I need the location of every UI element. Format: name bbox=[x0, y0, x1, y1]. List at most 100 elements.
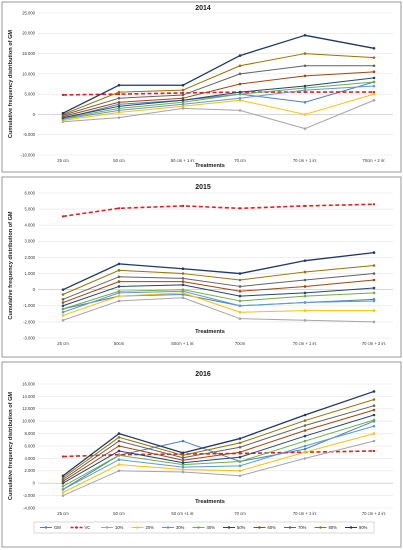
data-point bbox=[238, 96, 242, 100]
legend-label: 30% bbox=[176, 525, 185, 530]
data-point bbox=[61, 301, 65, 304]
data-point bbox=[372, 278, 376, 282]
data-point bbox=[372, 291, 376, 295]
data-point bbox=[303, 450, 307, 454]
data-point bbox=[303, 88, 307, 92]
data-point bbox=[238, 469, 242, 473]
series-line bbox=[62, 405, 375, 480]
y-tick-label: 6.000 bbox=[25, 190, 36, 195]
y-tick-label: 4.000 bbox=[25, 456, 36, 461]
legend-marker bbox=[288, 526, 292, 529]
data-point bbox=[61, 288, 65, 291]
data-point bbox=[117, 269, 121, 272]
data-point bbox=[304, 204, 306, 207]
y-tick-label: 4.000 bbox=[25, 223, 36, 228]
data-point bbox=[372, 272, 376, 275]
x-tick-label: 70 cm bbox=[234, 511, 246, 516]
data-point bbox=[372, 432, 376, 435]
data-point bbox=[117, 299, 121, 303]
data-point bbox=[117, 109, 121, 112]
y-tick-label: 6.000 bbox=[25, 443, 36, 448]
data-point bbox=[239, 207, 241, 210]
data-point bbox=[238, 294, 242, 298]
data-point bbox=[181, 267, 185, 271]
chart-title: 2016 bbox=[195, 371, 211, 378]
data-point bbox=[303, 429, 307, 432]
series-90% bbox=[61, 34, 376, 115]
series-30% bbox=[61, 424, 376, 491]
y-tick-label: -2.000 bbox=[23, 493, 36, 498]
y-tick-label: 2.000 bbox=[25, 255, 36, 260]
data-point bbox=[372, 320, 376, 324]
data-point bbox=[238, 445, 242, 449]
series-20% bbox=[61, 92, 376, 122]
data-point bbox=[117, 111, 121, 114]
data-point bbox=[238, 278, 242, 282]
data-point bbox=[62, 215, 64, 218]
x-tick-label: 50 cm bbox=[113, 158, 125, 163]
series-line bbox=[62, 390, 375, 477]
data-point bbox=[373, 203, 375, 206]
data-point bbox=[117, 83, 121, 87]
series-line bbox=[62, 297, 375, 323]
data-point bbox=[117, 107, 121, 110]
data-point bbox=[303, 113, 307, 116]
data-point bbox=[238, 464, 242, 468]
y-tick-label: 14.000 bbox=[22, 394, 35, 399]
series-30% bbox=[61, 289, 376, 314]
data-point bbox=[117, 469, 121, 473]
data-point bbox=[181, 98, 185, 102]
legend-label: 80% bbox=[329, 525, 338, 530]
y-tick-label: 2.000 bbox=[25, 468, 36, 473]
data-point bbox=[303, 127, 307, 130]
data-point bbox=[303, 294, 307, 298]
y-tick-label: 5.000 bbox=[25, 207, 36, 212]
legend-marker bbox=[349, 526, 353, 529]
legend-marker bbox=[75, 526, 78, 529]
series-line bbox=[62, 273, 375, 300]
data-point bbox=[181, 456, 185, 460]
data-point bbox=[372, 264, 376, 267]
y-tick-label: 10.000 bbox=[22, 71, 35, 76]
data-point bbox=[303, 291, 307, 295]
data-point bbox=[372, 413, 376, 417]
data-point bbox=[372, 251, 376, 254]
data-point bbox=[303, 434, 307, 438]
data-point bbox=[181, 102, 185, 106]
x-tick-label: 70 cm + 2 irr. bbox=[362, 341, 386, 346]
data-point bbox=[372, 390, 376, 393]
y-tick-label: -2.000 bbox=[23, 319, 36, 324]
data-point bbox=[303, 259, 307, 262]
data-point bbox=[303, 278, 307, 282]
x-axis-title: Treatments bbox=[195, 163, 225, 169]
data-point bbox=[372, 80, 376, 84]
y-tick-label: -10.000 bbox=[21, 152, 36, 157]
data-point bbox=[182, 204, 184, 207]
x-tick-label: 50 cm bbox=[113, 511, 125, 516]
data-point bbox=[181, 458, 185, 462]
data-point bbox=[372, 47, 376, 50]
data-point bbox=[303, 74, 307, 78]
data-point bbox=[118, 93, 120, 96]
series-line bbox=[62, 419, 375, 487]
series-10% bbox=[61, 439, 376, 497]
legend-label: 20% bbox=[146, 525, 155, 530]
data-point bbox=[117, 439, 121, 443]
data-point bbox=[372, 299, 376, 303]
series-60% bbox=[61, 278, 376, 304]
y-tick-label: -4.000 bbox=[23, 505, 36, 510]
chart-title: 2014 bbox=[195, 5, 211, 12]
y-tick-label: -1.000 bbox=[23, 303, 36, 308]
data-point bbox=[117, 294, 121, 298]
data-point bbox=[303, 457, 307, 460]
data-point bbox=[303, 270, 307, 274]
legend-label: 40% bbox=[207, 525, 216, 530]
y-tick-label: -5.000 bbox=[23, 132, 36, 137]
data-point bbox=[372, 418, 376, 422]
chart-title: 2015 bbox=[195, 184, 211, 191]
series-line bbox=[62, 279, 375, 304]
chart-panel-2014: -10.000 -5.000 0 5.000 10.000 15.000 20.000 25.… bbox=[1, 1, 402, 173]
data-point bbox=[238, 82, 242, 86]
series-line bbox=[62, 85, 375, 120]
